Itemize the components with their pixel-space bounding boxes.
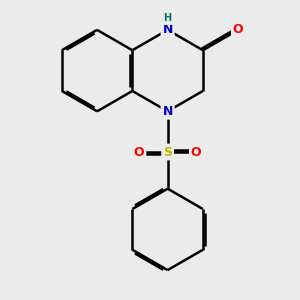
- Text: O: O: [191, 146, 201, 158]
- Text: N: N: [162, 23, 173, 36]
- Text: H: H: [164, 14, 172, 23]
- Text: O: O: [134, 146, 144, 158]
- Text: N: N: [162, 105, 173, 118]
- Text: S: S: [163, 146, 172, 158]
- Text: O: O: [233, 23, 244, 36]
